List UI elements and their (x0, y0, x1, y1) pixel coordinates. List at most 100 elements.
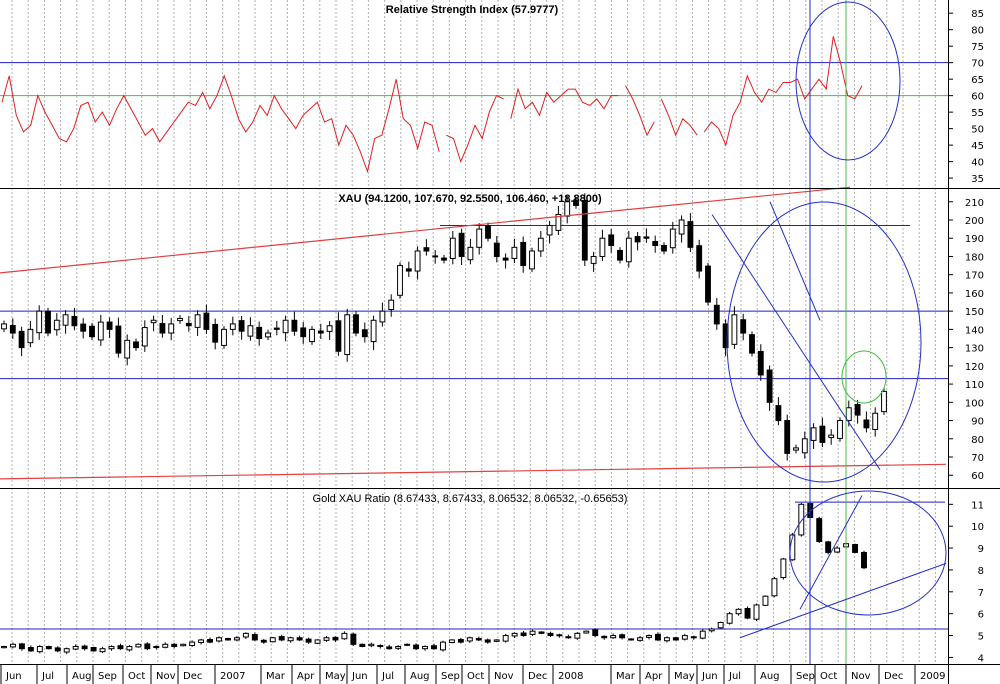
month-label: Nov (494, 671, 514, 682)
xau-candle (634, 236, 641, 243)
ratio-candle (314, 639, 321, 644)
xau-candle (185, 322, 192, 327)
xau-candle (71, 315, 78, 327)
xau-candle (687, 221, 694, 248)
month-label: Mar (266, 671, 286, 682)
ratio-candle (377, 644, 384, 648)
xau-candle (845, 407, 852, 422)
xau-candle (282, 319, 289, 334)
y-tick-label: 4 (978, 653, 984, 664)
month-label: Aug (410, 671, 430, 682)
y-tick-label: 50 (971, 125, 984, 136)
xau-candle (458, 232, 465, 257)
month-label: Oct (467, 671, 484, 682)
xau-candle (97, 321, 104, 341)
ratio-steep-trendline (799, 495, 863, 610)
xau-candle (432, 255, 439, 258)
xau-candle (590, 255, 597, 264)
ratio-candle (654, 633, 661, 641)
xau-down-trendline-2 (769, 201, 821, 321)
xau-candle (141, 327, 148, 347)
ratio-candle (502, 635, 509, 642)
month-label: Jul (728, 671, 741, 682)
y-tick-label: 85 (971, 9, 984, 20)
xau-candle (423, 247, 430, 252)
y-tick-label: 60 (971, 471, 984, 482)
ratio-candle (646, 635, 652, 638)
ratio-candle (726, 613, 733, 624)
xau-candle (397, 265, 403, 296)
xau-candle (502, 257, 509, 261)
xau-candle (793, 447, 799, 451)
ratio-candle (690, 636, 697, 639)
y-tick-label: 130 (965, 344, 984, 355)
ratio-candle (368, 643, 375, 647)
y-tick-label: 190 (965, 234, 984, 245)
ratio-candle (323, 637, 330, 641)
ratio-candle (762, 595, 769, 606)
ratio-candle (153, 646, 160, 649)
xau-candle (819, 425, 826, 443)
month-label: Nov (851, 671, 871, 682)
xau-candle (247, 325, 254, 337)
xau-candle (326, 325, 333, 332)
ratio-candle (592, 629, 599, 637)
month-label: Jun (701, 671, 718, 682)
ratio-candle (27, 647, 34, 652)
xau-annotation-green-circle (841, 350, 887, 404)
xau-candle (520, 241, 527, 267)
ratio-candle (90, 647, 97, 652)
ratio-candle (556, 634, 563, 637)
xau-candle (115, 325, 122, 354)
ratio-candle (117, 645, 124, 650)
xau-candle (573, 199, 579, 206)
ratio-candle (404, 643, 411, 646)
month-label: Oct (820, 671, 837, 682)
ratio-candle (233, 637, 240, 641)
xau-candle (485, 225, 491, 239)
y-tick-label: 70 (971, 59, 984, 70)
ratio-candle (798, 503, 805, 536)
ratio-candle (126, 646, 133, 651)
xau-candle (353, 314, 359, 334)
y-tick-label: 5 (978, 632, 984, 643)
xau-candle (449, 237, 456, 259)
ratio-candle (816, 518, 823, 543)
ratio-candle (466, 637, 473, 642)
y-tick-label: 180 (965, 252, 984, 263)
ratio-candle (628, 638, 635, 641)
ratio-candle (780, 558, 787, 579)
ratio-candle (547, 632, 554, 637)
ratio-candle (619, 634, 626, 639)
xau-candle (801, 438, 808, 454)
ratio-candle (834, 547, 841, 553)
xau-title: XAU (94.1200, 107.670, 92.5500, 106.460,… (338, 193, 602, 205)
xau-candle (203, 312, 210, 330)
month-label: May (325, 671, 346, 682)
xau-candle (837, 420, 843, 439)
xau-candle (291, 319, 298, 332)
xau-candle (669, 228, 676, 249)
month-label: Jul (381, 671, 394, 682)
month-label: Aug (72, 671, 92, 682)
y-tick-label: 70 (971, 453, 984, 464)
ratio-candle (825, 541, 832, 553)
y-tick-label: 60 (971, 92, 984, 103)
ratio-candle (296, 637, 303, 641)
month-label: Nov (156, 671, 176, 682)
xau-candle (1, 323, 7, 330)
month-label: 2009 (920, 671, 945, 682)
xau-candle (238, 320, 245, 332)
xau-candle (713, 304, 720, 325)
y-tick-label: 200 (965, 216, 984, 227)
ratio-candle (681, 635, 688, 640)
ratio-candle (574, 632, 581, 639)
xau-candle (265, 332, 271, 338)
xau-candle (300, 327, 307, 338)
ratio-up-trendline (739, 562, 947, 639)
ratio-candle (198, 639, 205, 644)
ratio-candle (457, 639, 464, 643)
month-label: Apr (645, 671, 663, 682)
month-label: Jun (351, 671, 368, 682)
ratio-candle (18, 643, 25, 650)
